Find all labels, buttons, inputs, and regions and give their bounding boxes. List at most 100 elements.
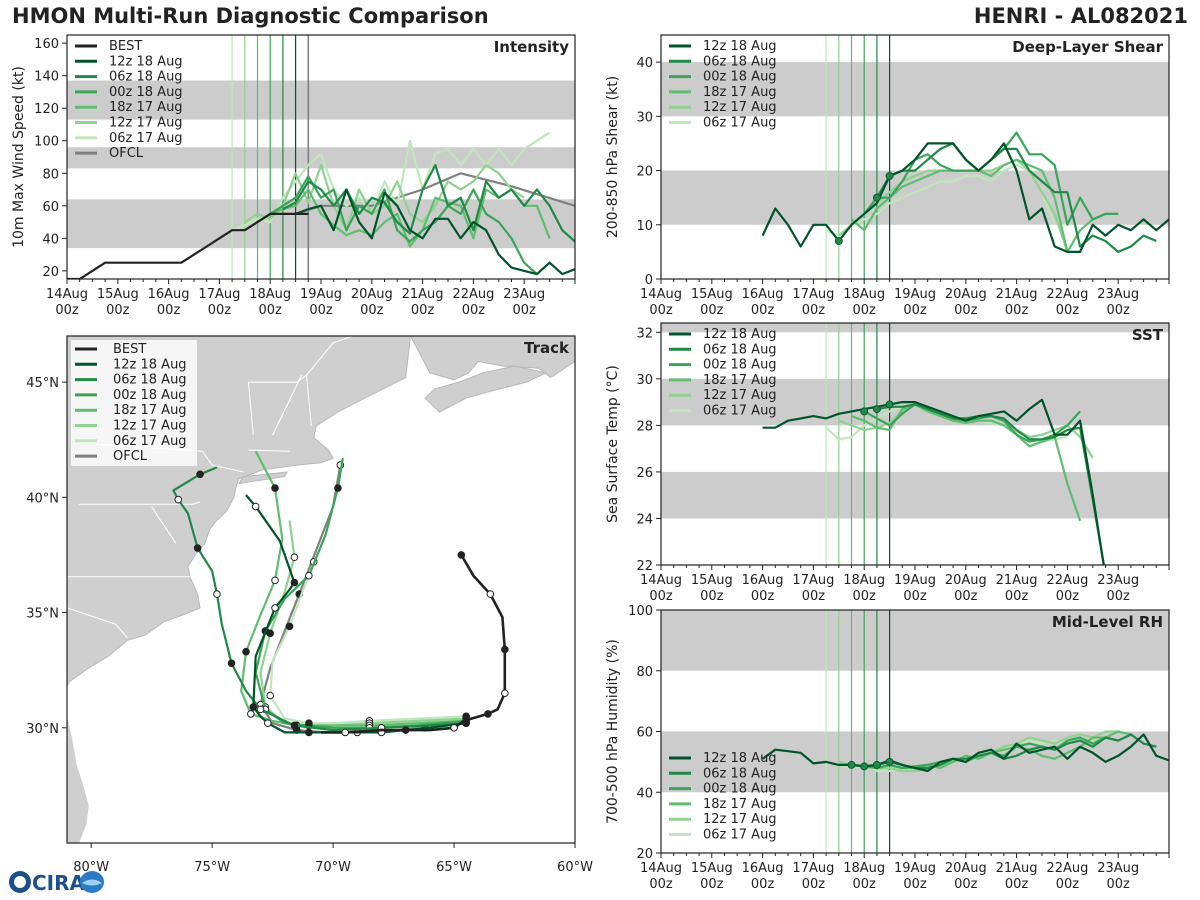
shear-title: Deep-Layer Shear — [1012, 38, 1163, 56]
rh-xtick-hour: 00z — [1056, 877, 1080, 892]
track-xtick-label: 75°W — [194, 860, 230, 875]
logo-text: CIRA — [32, 871, 86, 895]
intensity-xtick-day: 21Aug — [402, 287, 444, 302]
track-point — [290, 553, 299, 562]
intensity-xtick-day: 14Aug — [46, 287, 88, 302]
track-ytick-label: 40°N — [26, 491, 59, 506]
intensity-xtick-hour: 00z — [106, 303, 130, 318]
track-06z-17-aug — [269, 561, 467, 725]
rh-xtick-day: 15Aug — [691, 861, 733, 876]
shear-xtick-day: 19Aug — [894, 287, 936, 302]
rh-legend-label: 00z 18 Aug — [703, 782, 777, 797]
track-point — [249, 703, 258, 711]
track-point — [341, 728, 349, 737]
shear-legend-label: 18z 17 Aug — [703, 85, 777, 100]
track-point — [196, 470, 204, 479]
sst-xtick-day: 23Aug — [1097, 573, 1139, 588]
shear-series-06z-18-aug — [875, 142, 1157, 253]
rh-xtick-hour: 00z — [649, 877, 673, 892]
sst-xtick-hour: 00z — [751, 589, 775, 604]
track-legend-bg — [71, 340, 197, 466]
sst-xtick-day: 16Aug — [742, 573, 784, 588]
rh-xtick-hour: 00z — [954, 877, 978, 892]
rh-ytick-label: 60 — [636, 726, 653, 741]
sst-plot-area — [661, 323, 1169, 565]
shear-xtick-hour: 00z — [700, 303, 724, 318]
shear-xtick-day: 23Aug — [1097, 287, 1139, 302]
intensity-xtick-day: 19Aug — [300, 287, 342, 302]
intensity-xtick-hour: 00z — [55, 303, 79, 318]
sst-legend-label: 00z 18 Aug — [703, 358, 777, 373]
rh-xtick-day: 23Aug — [1097, 861, 1139, 876]
sst-series-06z-18-aug — [876, 403, 1106, 565]
rh-ylabel: 700-500 hPa Humidity (%) — [605, 639, 621, 824]
shear-xtick-day: 17Aug — [792, 287, 834, 302]
state-border-6 — [247, 382, 254, 436]
shear-legend-label: 12z 18 Aug — [703, 39, 777, 54]
rh-xtick-day: 19Aug — [894, 861, 936, 876]
track-legend-label: 12z 18 Aug — [113, 357, 187, 372]
rh-xtick-day: 16Aug — [742, 861, 784, 876]
shear-ytick-label: 20 — [636, 165, 653, 180]
intensity-series-best — [67, 212, 309, 279]
track-point — [501, 645, 509, 654]
sst-best-point — [860, 407, 869, 416]
intensity-chart: 2040608010012014016014Aug00z15Aug00z16Au… — [11, 34, 576, 318]
track-map: 80°W 75°W 70°W 65°W 60°W 45°N 40°N 35°N 30°N Trac… — [26, 335, 593, 875]
shear-xtick-day: 20Aug — [945, 287, 987, 302]
sst-xtick-hour: 00z — [649, 589, 673, 604]
rh-legend-label: 06z 18 Aug — [703, 766, 777, 781]
sst-chart: 22242628303214Aug00z15Aug00z16Aug00z17Au… — [605, 322, 1170, 604]
shear-xtick-day: 22Aug — [1046, 287, 1088, 302]
shear-xtick-hour: 00z — [903, 303, 927, 318]
track-xtick-label: 80°W — [73, 860, 109, 875]
intensity-ytick-label: 100 — [34, 135, 59, 150]
track-xtick-label: 65°W — [436, 860, 472, 875]
intensity-xtick-day: 18Aug — [249, 287, 291, 302]
state-border-2 — [151, 506, 177, 544]
sst-legend-label: 18z 17 Aug — [703, 373, 777, 388]
sst-xtick-hour: 00z — [1056, 589, 1080, 604]
sst-xtick-hour: 00z — [903, 589, 927, 604]
track-point — [334, 484, 342, 492]
intensity-title: Intensity — [494, 38, 570, 56]
intensity-xtick-day: 16Aug — [148, 287, 190, 302]
shear-chart: 01020304014Aug00z15Aug00z16Aug00z17Aug00… — [605, 34, 1170, 318]
rh-xtick-hour: 00z — [700, 877, 724, 892]
track-point — [251, 502, 260, 511]
florida-landmass — [67, 686, 89, 843]
track-point — [271, 484, 279, 492]
cira-logo: CIRA — [9, 871, 104, 895]
sst-xtick-hour: 00z — [802, 589, 826, 604]
track-point — [193, 544, 202, 552]
track-point — [501, 689, 509, 698]
track-point — [285, 622, 294, 631]
track-point — [290, 578, 299, 587]
track-point — [174, 495, 183, 504]
shear-ytick-label: 30 — [636, 110, 653, 125]
intensity-xtick-hour: 00z — [157, 303, 181, 318]
track-point — [227, 659, 236, 668]
page-title: HMON Multi-Run Diagnostic Comparison — [12, 4, 489, 28]
track-ytick-label: 45°N — [26, 376, 59, 391]
track-xtick-label: 70°W — [315, 860, 351, 875]
track-frame — [66, 335, 576, 844]
rh-best-point — [872, 760, 881, 769]
shear-xtick-hour: 00z — [1056, 303, 1080, 318]
intensity-xtick-hour: 00z — [309, 303, 333, 318]
sst-xtick-day: 17Aug — [792, 573, 834, 588]
track-title: Track — [524, 339, 570, 357]
sst-legend-label: 06z 17 Aug — [703, 404, 777, 419]
intensity-ytick-label: 80 — [42, 167, 59, 182]
track-point — [266, 691, 275, 700]
intensity-legend-label: OFCL — [109, 146, 144, 161]
rh-series-06z-18-aug — [876, 733, 1157, 770]
intensity-series-12z-18-aug — [295, 188, 575, 276]
shear-band-0 — [661, 170, 1169, 225]
track-best — [321, 554, 507, 734]
state-border-1 — [79, 501, 201, 505]
shear-xtick-hour: 00z — [1005, 303, 1029, 318]
rh-plot-area — [661, 610, 1169, 853]
rh-xtick-day: 20Aug — [945, 861, 987, 876]
intensity-xtick-hour: 00z — [360, 303, 384, 318]
